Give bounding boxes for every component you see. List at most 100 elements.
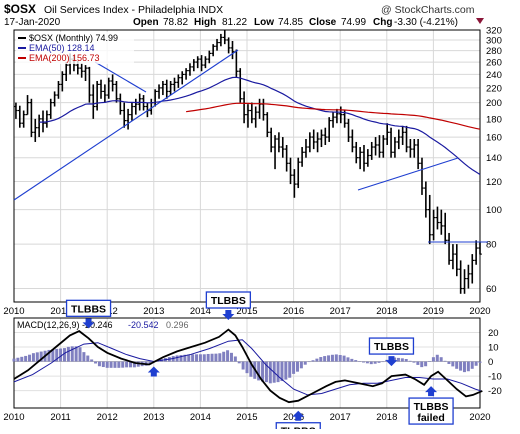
macd-histogram-bar [264, 361, 268, 383]
macd-x-tick-label: 2020 [469, 412, 490, 423]
price-y-tick-label: 180 [486, 114, 502, 125]
ohlc-bar [18, 105, 22, 128]
ema200-line [186, 102, 481, 130]
ohlc-bar [265, 112, 270, 138]
macd-histogram-bar [226, 350, 230, 362]
macd-histogram-bar [214, 353, 218, 362]
macd-histogram-bar [183, 354, 187, 362]
macd-histogram-bar [202, 354, 206, 362]
price-y-tick-label: 140 [486, 153, 502, 164]
macd-histogram-bar [233, 356, 237, 362]
ohlc-bar [284, 144, 289, 172]
callout-label: TLBBS [211, 295, 246, 307]
ohlc-bar [393, 137, 397, 158]
macd-histogram-bar [327, 355, 331, 362]
ohlc-bar [114, 81, 119, 103]
ohlc-bar [219, 33, 223, 47]
macd-histogram-bar [470, 361, 474, 369]
macd-y-tick-label: -10 [488, 372, 502, 383]
arrow-down-icon [222, 310, 235, 320]
macd-histogram-bar [369, 361, 373, 365]
ohlc-bar [192, 59, 196, 72]
ohlc-bar [91, 84, 96, 119]
macd-histogram-bar [288, 361, 292, 378]
macd-histogram-bar [416, 361, 420, 365]
ohlc-bar [99, 79, 103, 99]
ohlc-bar [64, 62, 69, 82]
macd-histogram-bar [94, 361, 98, 364]
macd-histogram-bar [59, 348, 63, 362]
macd-histogram-bar [295, 361, 299, 372]
ohlc-bar [327, 117, 331, 142]
price-y-tick-label: 240 [486, 70, 502, 81]
quote-date: 17-Jan-2020 [4, 17, 61, 28]
open-label: Open [133, 17, 159, 28]
ohlc-bar [373, 137, 378, 156]
macd-histogram-bar [319, 357, 323, 362]
macd-y-tick-label: 0 [488, 357, 493, 368]
ohlc-bar [350, 129, 355, 153]
price-x-tick-label: 2017 [330, 306, 351, 317]
macd-histogram-bar [358, 361, 362, 362]
ohlc-bar [416, 139, 420, 170]
macd-histogram-bar [428, 360, 432, 362]
macd-histogram-bar [125, 361, 129, 368]
tlbbs-callout: TLBBS [205, 291, 252, 320]
macd-x-tick-label: 2016 [283, 412, 304, 423]
callout-box [368, 337, 415, 355]
macd-y-tick-label: -20 [488, 386, 502, 397]
macd-histogram-bar [334, 354, 338, 362]
ohlc-bar [408, 139, 413, 158]
ohlc-bar [315, 132, 320, 153]
ema50-line [39, 76, 481, 176]
macd-histogram-bar [20, 356, 24, 362]
ohlc-bar [462, 269, 467, 294]
macd-histogram-bar [261, 361, 265, 382]
price-y-tick-label: 260 [486, 58, 502, 69]
macd-histogram-bar [16, 357, 20, 362]
macd-histogram-bar [338, 355, 342, 362]
macd-histogram-bar [51, 349, 55, 362]
ohlc-bar [41, 110, 45, 133]
high-value: 81.22 [222, 17, 247, 28]
ohlc-bar [226, 37, 231, 54]
ohlc-bar [296, 157, 301, 189]
ohlc-bar [308, 132, 312, 153]
arrow-down-icon [385, 356, 398, 367]
ohlc-bar [369, 141, 374, 160]
ohlc-bar [207, 50, 212, 64]
ohlc-bar [103, 84, 107, 103]
arrow-up-icon [425, 386, 438, 397]
macd-histogram-bar [280, 361, 284, 382]
ohlc-bar [323, 127, 328, 145]
ohlc-readout: Open 78.82 High 81.22 Low 74.85 Close 74… [133, 17, 484, 28]
macd-histogram-bar [132, 361, 136, 368]
macd-histogram-bar [396, 357, 400, 362]
ohlc-bar [381, 135, 386, 158]
ohlc-bar [203, 56, 208, 69]
close-value: 74.99 [341, 17, 366, 28]
macd-histogram-bar [24, 355, 28, 362]
macd-histogram-bar [70, 346, 74, 362]
price-y-tick-label: 120 [486, 177, 502, 188]
ohlc-bar [222, 30, 227, 45]
ohlc-bar [377, 135, 382, 158]
price-x-tick-label: 2010 [3, 306, 24, 317]
macd-legend-hist: 0.296 [166, 320, 189, 330]
index-name: Oil Services Index - Philadelphia [44, 4, 195, 16]
ohlc-bar [338, 106, 343, 124]
macd-x-tick-label: 2018 [376, 412, 397, 423]
macd-histogram-bar [55, 348, 59, 362]
macd-histogram-bar [435, 354, 439, 362]
ohlc-bar [52, 91, 57, 107]
macd-histogram-bar [412, 361, 416, 363]
macd-histogram-bar [400, 358, 404, 362]
ohlc-bar [443, 212, 447, 245]
ohlc-bar [234, 49, 239, 78]
macd-histogram-bar [307, 361, 311, 363]
down-triangle-icon [476, 18, 484, 24]
macd-histogram-bar [187, 354, 191, 362]
ohlc-bar [335, 108, 339, 124]
ohlc-bar [188, 63, 192, 76]
